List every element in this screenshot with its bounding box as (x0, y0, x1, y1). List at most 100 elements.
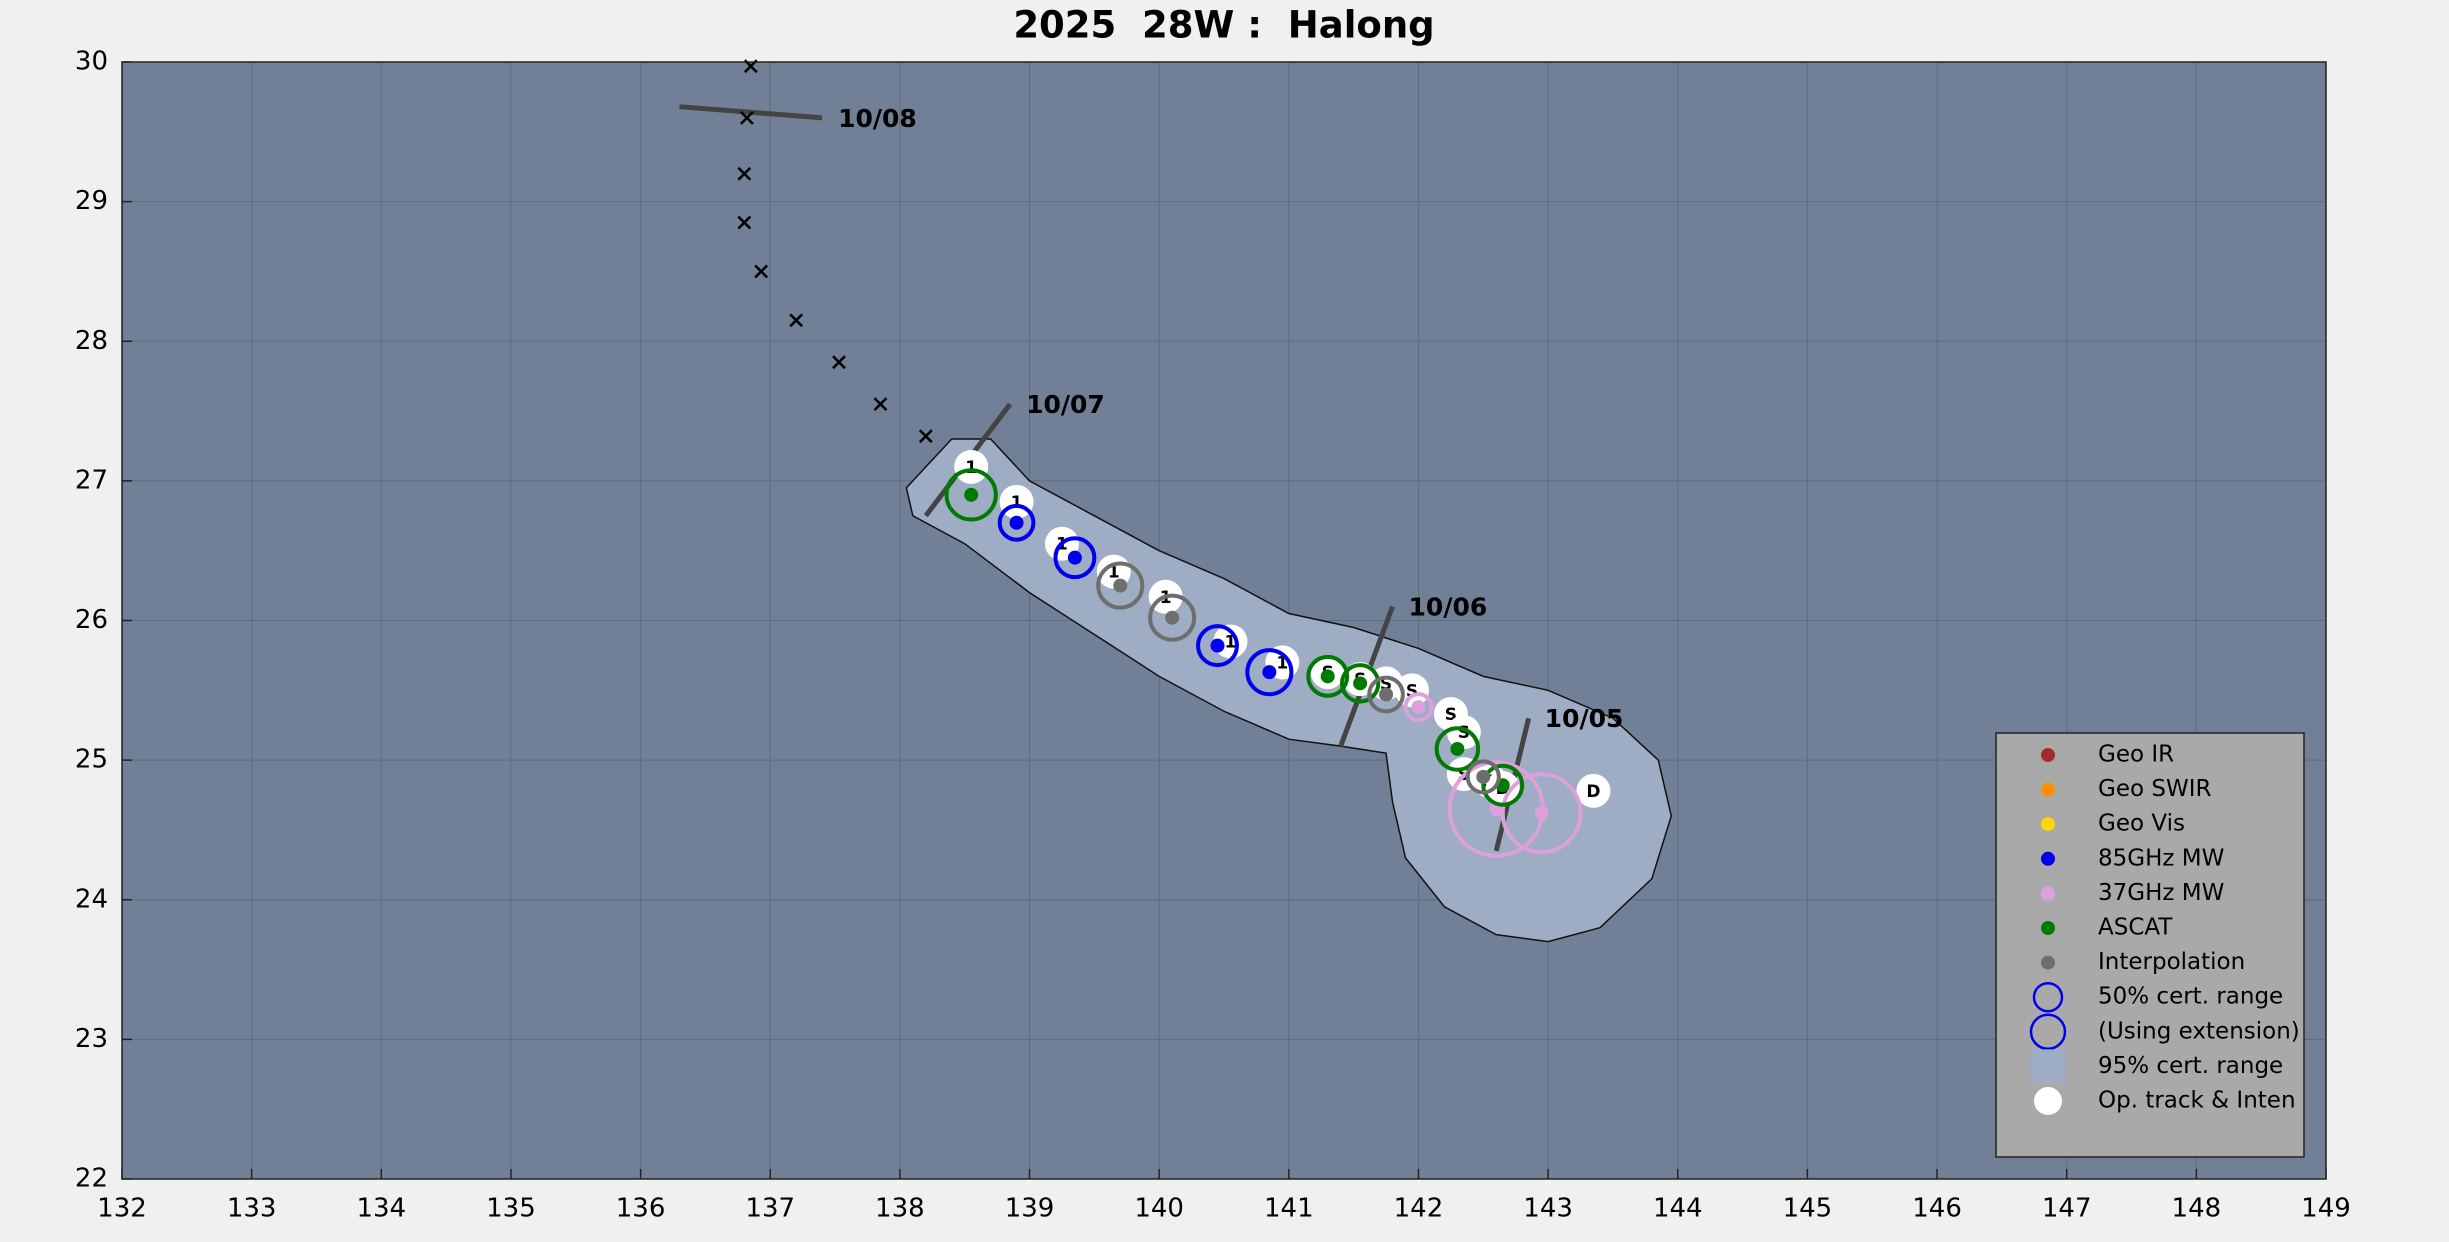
x-tick-label: 139 (1005, 1194, 1055, 1224)
cross-stroke (789, 313, 804, 328)
forecast-point (754, 264, 769, 279)
cert-circle (1196, 624, 1239, 668)
cross-stroke (873, 397, 888, 411)
legend-label: Geo IR (2098, 742, 2174, 768)
legend-marker (2030, 1049, 2066, 1084)
fix-point (1379, 687, 1394, 702)
cert-circle (997, 503, 1036, 542)
legend-label: 50% cert. range (2098, 984, 2283, 1010)
forecast-point (737, 166, 752, 181)
x-tick-label: 136 (616, 1194, 666, 1224)
intensity-label: 1 (1276, 653, 1288, 673)
fix-point (1165, 610, 1180, 625)
cert-circle (1245, 648, 1294, 697)
chart-title: 2025 28W : Halong (1013, 4, 1434, 47)
y-tick-label: 27 (75, 465, 108, 495)
date-label: 10/06 (1409, 593, 1488, 622)
cert-circle (1306, 654, 1350, 698)
cross-stroke (918, 429, 933, 444)
x-tick-label: 137 (745, 1194, 795, 1224)
op-track-point (954, 449, 989, 484)
legend-marker (2032, 981, 2064, 1013)
legend-marker (2041, 851, 2055, 866)
cert-circle (944, 468, 998, 522)
cross-stroke (737, 166, 752, 181)
cert-circle (1053, 536, 1097, 580)
op-track-point (1446, 715, 1481, 750)
x-tick-label: 133 (227, 1194, 277, 1224)
legend-marker (2034, 1087, 2062, 1115)
legend-label: Op. track & Inten (2098, 1088, 2296, 1114)
cert-circle (1367, 675, 1405, 714)
date-label: 10/05 (1545, 704, 1624, 733)
fix-point (1067, 550, 1082, 565)
cert-circle (1403, 692, 1434, 723)
cert-circle (1339, 663, 1381, 704)
legend-label: ASCAT (2098, 915, 2173, 941)
legend-marker (2041, 921, 2055, 935)
fix-point (1009, 515, 1024, 530)
y-tick-label: 23 (75, 1024, 108, 1054)
cert-circle (1096, 561, 1145, 610)
cross-stroke (740, 110, 754, 125)
y-tick-label: 22 (75, 1164, 108, 1194)
forecast-point (873, 397, 888, 411)
cert-circle (1481, 763, 1525, 807)
x-tick-label: 143 (1523, 1194, 1573, 1224)
cross-stroke (754, 264, 769, 279)
legend-marker (2041, 782, 2055, 797)
legend-marker (2041, 955, 2055, 970)
cert-circle (1434, 726, 1481, 772)
legend-box (1995, 732, 2305, 1158)
fix-point (1476, 769, 1491, 784)
legend-marker (2029, 1013, 2067, 1051)
forecast-point (832, 355, 846, 370)
plot-frame (121, 61, 2327, 1180)
fix-point (1411, 700, 1426, 715)
y-tick-label: 30 (75, 47, 108, 77)
legend-marker (2041, 817, 2055, 832)
legend-label: 95% cert. range (2098, 1053, 2283, 1079)
legend-label: 85GHz MW (2098, 845, 2224, 871)
fix-point (1534, 806, 1549, 821)
y-tick-label: 26 (75, 605, 108, 635)
x-tick-label: 142 (1394, 1194, 1444, 1224)
fix-point (1353, 676, 1368, 691)
y-tick-label: 25 (75, 745, 108, 775)
x-tick-label: 135 (486, 1194, 536, 1224)
cert-circle (1465, 759, 1501, 795)
intensity-label: 1 (1011, 493, 1023, 513)
fix-point (1113, 578, 1128, 593)
x-tick-label: 140 (1134, 1194, 1184, 1224)
y-tick-label: 28 (75, 326, 108, 356)
legend-label: Interpolation (2098, 949, 2245, 975)
date-label: 10/08 (838, 104, 917, 133)
date-label: 10/07 (1026, 390, 1105, 419)
legend-label: (Using extension) (2098, 1018, 2300, 1044)
forecast-point (789, 313, 804, 328)
intensity-label: 1 (965, 458, 977, 478)
uncertainty-area (905, 438, 1673, 943)
x-tick-label: 134 (356, 1194, 406, 1224)
cert-circle (1148, 593, 1197, 642)
intensity-label: 1 (1108, 563, 1120, 583)
intensity-label: D (1586, 782, 1600, 802)
forecast-point (918, 429, 933, 444)
legend-label: Geo SWIR (2098, 776, 2211, 802)
fix-point (964, 487, 979, 502)
legend-marker (2041, 886, 2055, 901)
cross-stroke (832, 355, 846, 370)
x-tick-label: 132 (97, 1194, 147, 1224)
fix-point (1210, 638, 1225, 653)
fix-point (1450, 741, 1465, 756)
y-tick-label: 29 (75, 186, 108, 216)
cross-stroke (737, 215, 752, 230)
op-track-point (1576, 773, 1611, 808)
forecast-point (737, 215, 752, 230)
x-tick-label: 138 (875, 1194, 925, 1224)
fix-point (1262, 665, 1277, 680)
x-tick-label: 144 (1653, 1194, 1703, 1224)
x-tick-label: 141 (1264, 1194, 1314, 1224)
